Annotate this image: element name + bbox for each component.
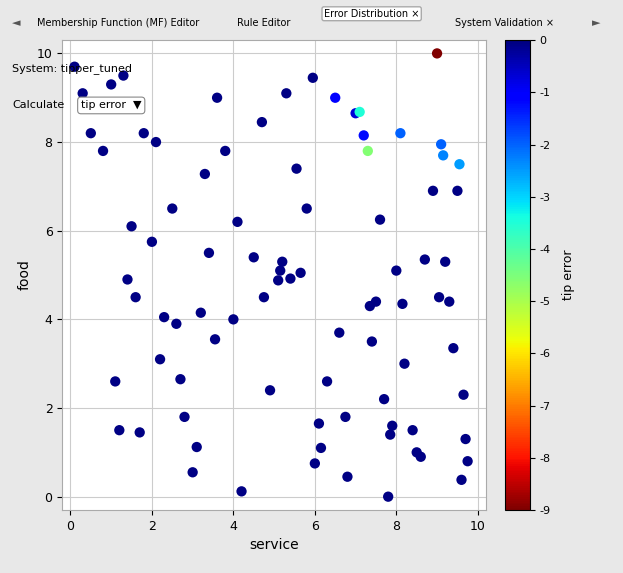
Text: tip error  ▼: tip error ▼ <box>81 100 141 111</box>
Point <box>126 222 136 231</box>
Point <box>110 377 120 386</box>
Point <box>359 131 369 140</box>
Point <box>98 146 108 155</box>
Point <box>379 395 389 404</box>
Point <box>249 253 259 262</box>
Point <box>188 468 197 477</box>
Point <box>123 275 133 284</box>
Point <box>159 312 169 321</box>
Point <box>192 442 202 452</box>
Point <box>179 413 189 422</box>
Point <box>330 93 340 103</box>
Point <box>171 319 181 328</box>
Point <box>147 237 157 246</box>
Point <box>310 459 320 468</box>
X-axis label: service: service <box>249 538 299 552</box>
Point <box>265 386 275 395</box>
Point <box>257 117 267 127</box>
Text: Calculate: Calculate <box>12 100 65 111</box>
Point <box>432 49 442 58</box>
Point <box>204 248 214 257</box>
Point <box>296 268 306 277</box>
Point <box>449 344 459 353</box>
Point <box>367 337 377 346</box>
Point <box>354 107 364 116</box>
Point <box>407 426 417 435</box>
Text: ◄: ◄ <box>12 18 21 28</box>
Point <box>155 355 165 364</box>
Point <box>232 217 242 226</box>
Point <box>285 274 295 283</box>
Point <box>383 492 393 501</box>
Point <box>440 257 450 266</box>
Text: System: tipper_tuned: System: tipper_tuned <box>12 62 133 74</box>
Point <box>397 299 407 308</box>
Point <box>388 421 397 430</box>
Point <box>151 138 161 147</box>
Point <box>86 128 96 138</box>
Point <box>340 413 350 422</box>
Point <box>70 62 80 71</box>
Point <box>210 335 220 344</box>
Point <box>459 390 468 399</box>
Point <box>444 297 454 306</box>
Text: ►: ► <box>592 18 601 28</box>
Point <box>221 146 231 155</box>
Y-axis label: food: food <box>17 260 31 291</box>
Point <box>131 293 141 302</box>
Point <box>363 146 373 155</box>
Point <box>277 257 287 266</box>
Point <box>460 434 470 444</box>
Point <box>282 89 292 98</box>
Point <box>292 164 302 173</box>
Point <box>115 426 125 435</box>
Point <box>420 255 430 264</box>
Point <box>314 419 324 428</box>
Point <box>343 472 353 481</box>
Point <box>139 128 149 138</box>
Point <box>396 128 406 138</box>
Point <box>428 186 438 195</box>
Text: System Validation ×: System Validation × <box>455 18 554 28</box>
Point <box>273 276 283 285</box>
Point <box>399 359 409 368</box>
Point <box>452 186 462 195</box>
Point <box>375 215 385 224</box>
Point <box>322 377 332 386</box>
Point <box>237 487 247 496</box>
Point <box>259 293 269 302</box>
Point <box>118 71 128 80</box>
Point <box>106 80 116 89</box>
Point <box>416 452 426 461</box>
Point <box>302 204 312 213</box>
Point <box>365 301 375 311</box>
Point <box>78 89 88 98</box>
Point <box>351 109 361 118</box>
Point <box>335 328 345 337</box>
Point <box>200 170 210 179</box>
Point <box>316 444 326 453</box>
Point <box>463 457 473 466</box>
Text: Rule Editor: Rule Editor <box>237 18 290 28</box>
Point <box>196 308 206 317</box>
Point <box>135 428 145 437</box>
Point <box>457 475 467 484</box>
Text: Membership Function (MF) Editor: Membership Function (MF) Editor <box>37 18 199 28</box>
Point <box>455 160 465 169</box>
Text: Error Distribution ×: Error Distribution × <box>324 9 419 19</box>
Point <box>412 448 422 457</box>
Point <box>212 93 222 103</box>
Point <box>229 315 239 324</box>
Point <box>436 140 446 149</box>
Point <box>434 293 444 302</box>
Point <box>176 375 186 384</box>
Point <box>168 204 178 213</box>
Y-axis label: tip error: tip error <box>561 250 574 300</box>
Point <box>438 151 448 160</box>
Point <box>308 73 318 83</box>
Point <box>385 430 395 439</box>
Point <box>275 266 285 275</box>
Point <box>371 297 381 306</box>
Point <box>391 266 401 275</box>
